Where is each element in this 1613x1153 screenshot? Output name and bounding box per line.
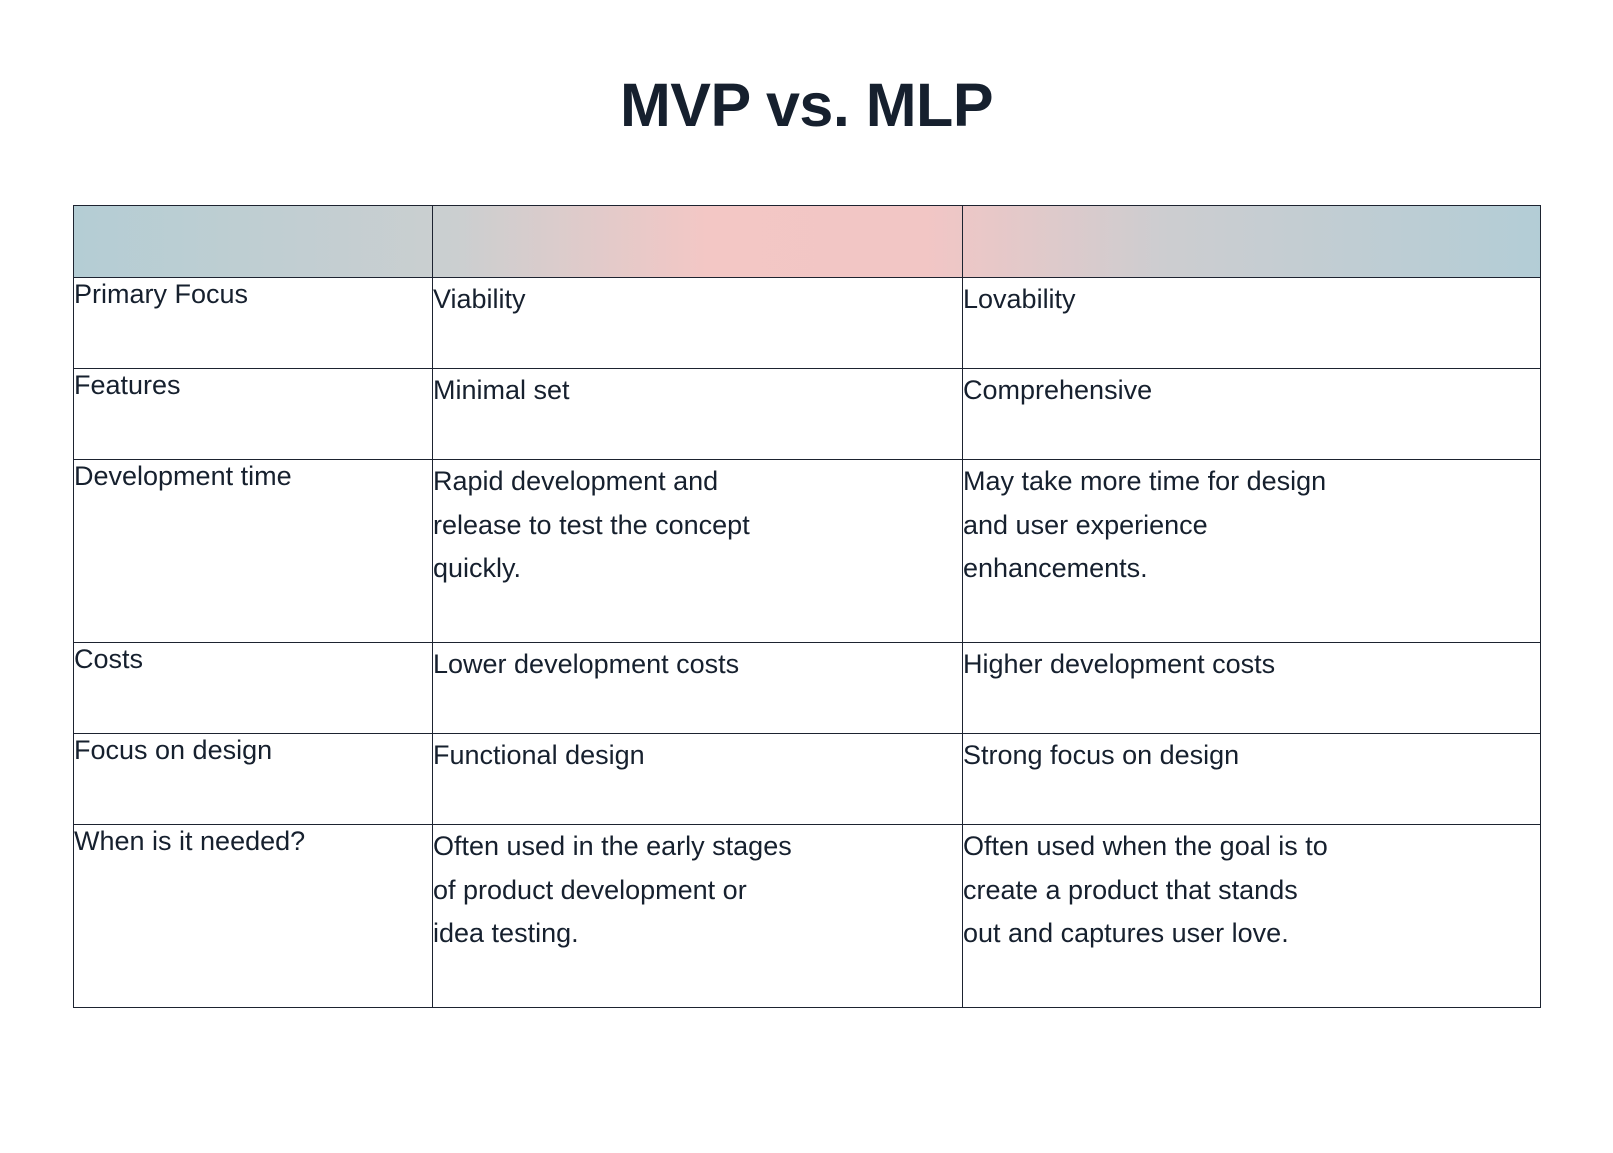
table-header-row: [73, 205, 1541, 278]
mvp-value-cell: Lower development costs: [432, 642, 963, 734]
cell-line: Viability: [433, 284, 526, 314]
cell-line: create a product that stands: [963, 874, 1298, 905]
cell-line: Higher development costs: [963, 649, 1276, 679]
table-row: Development time Rapid development and rel…: [73, 459, 1541, 643]
cell-line: Lovability: [963, 284, 1076, 314]
row-label-cell: Focus on design: [73, 733, 433, 825]
table-row: Features Minimal set Comprehensive: [73, 368, 1541, 460]
mvp-value-cell: Minimal set: [432, 368, 963, 460]
cell-line: out and captures user love.: [963, 918, 1289, 949]
cell-line: Rapid development and: [433, 466, 719, 496]
row-label-cell: Primary Focus: [73, 277, 433, 369]
table-row: Primary Focus Viability Lovability: [73, 277, 1541, 369]
cell-line: May take more time for design: [963, 466, 1327, 496]
table-row: Costs Lower development costs Higher devel…: [73, 642, 1541, 734]
mlp-value-cell: Strong focus on design: [962, 733, 1541, 825]
row-label-cell: Features: [73, 368, 433, 460]
mvp-value-cell: Often used in the early stages of product…: [432, 824, 963, 1008]
mlp-value-cell: Comprehensive: [962, 368, 1541, 460]
header-cell-mlp: [962, 205, 1541, 278]
mvp-value-cell: Functional design: [432, 733, 963, 825]
cell-line: idea testing.: [433, 918, 579, 949]
cell-line: Comprehensive: [963, 375, 1153, 405]
row-label-cell: Development time: [73, 459, 433, 643]
mlp-value-cell: Lovability: [962, 277, 1541, 369]
cell-line: and user experience: [963, 509, 1208, 540]
cell-line: Often used when the goal is to: [963, 831, 1328, 861]
table-row: When is it needed? Often used in the earl…: [73, 824, 1541, 1008]
mlp-value-cell: Higher development costs: [962, 642, 1541, 734]
cell-line: release to test the concept: [433, 509, 750, 540]
comparison-table: Primary Focus Viability Lovability Features…: [73, 205, 1541, 1008]
cell-line: Lower development costs: [433, 649, 740, 679]
header-cell-mvp: [432, 205, 963, 278]
table-body: Primary Focus Viability Lovability Features…: [73, 205, 1541, 1008]
cell-line: Often used in the early stages: [433, 831, 792, 861]
cell-line: Functional design: [433, 740, 645, 770]
row-label-cell: Costs: [73, 642, 433, 734]
cell-line: Strong focus on design: [963, 740, 1240, 770]
row-label-cell: When is it needed?: [73, 824, 433, 1008]
mvp-value-cell: Viability: [432, 277, 963, 369]
mlp-value-cell: Often used when the goal is to create a p…: [962, 824, 1541, 1008]
cell-line: Minimal set: [433, 375, 570, 405]
mvp-value-cell: Rapid development and release to test the…: [432, 459, 963, 643]
cell-line: enhancements.: [963, 553, 1148, 584]
table-row: Focus on design Functional design Strong f…: [73, 733, 1541, 825]
page-title: MVP vs. MLP: [619, 71, 994, 139]
mlp-value-cell: May take more time for design and user ex…: [962, 459, 1541, 643]
cell-line: of product development or: [433, 874, 747, 905]
header-cell-label: [73, 205, 433, 278]
cell-line: quickly.: [433, 553, 522, 584]
